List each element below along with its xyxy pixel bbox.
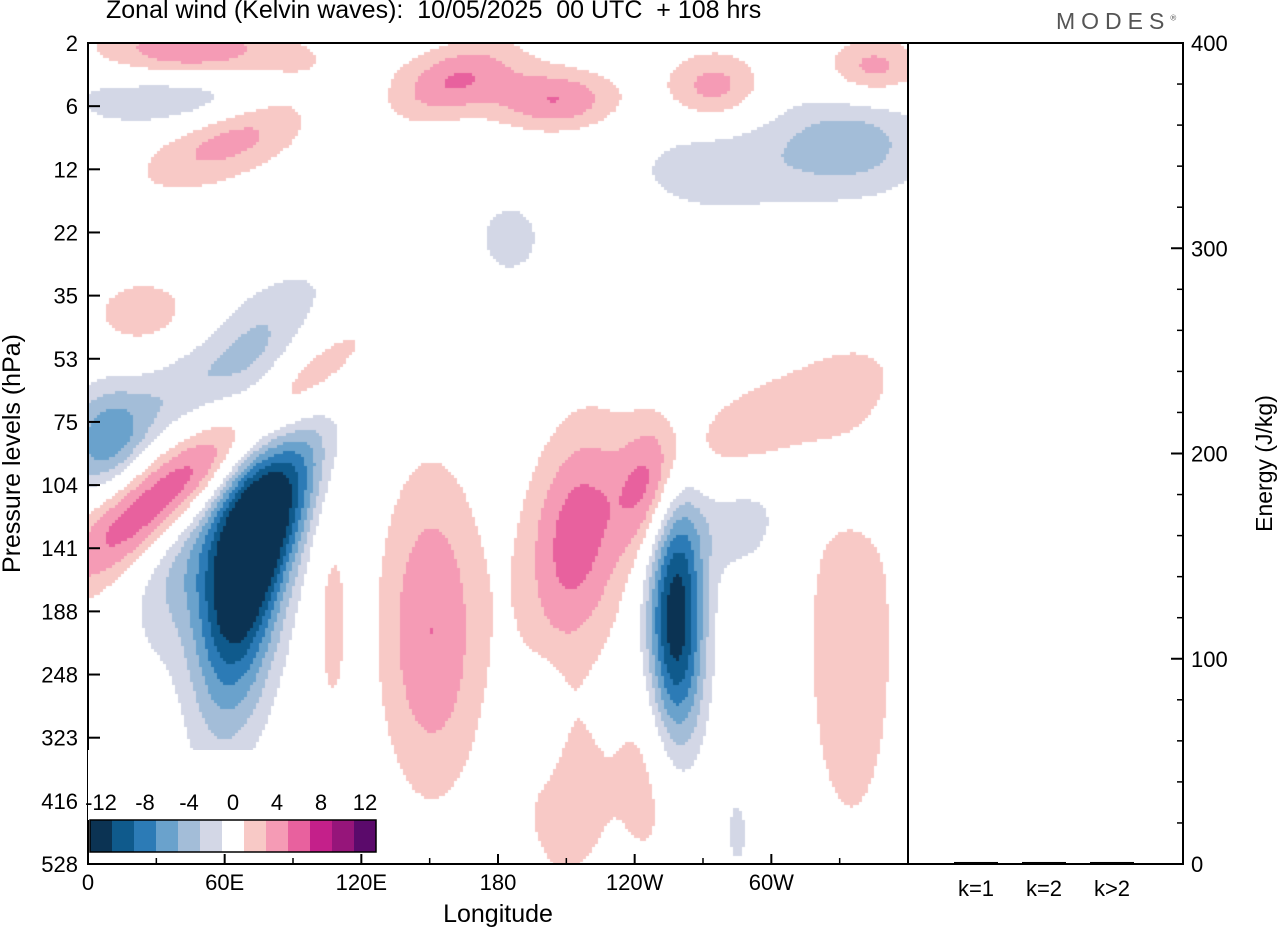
colorbar-swatch — [354, 820, 376, 852]
colorbar-swatch — [244, 820, 266, 852]
colorbar-label: 12 — [353, 790, 377, 815]
y-tick-label: 104 — [41, 473, 78, 498]
y-tick-label: 22 — [54, 220, 78, 245]
energy-category-label: k=2 — [1026, 876, 1062, 901]
y-tick-label: 35 — [54, 284, 78, 309]
x-axis: 0 60E 120E 180 120W 60W — [82, 854, 841, 895]
energy-category-label: k>2 — [1094, 876, 1130, 901]
heatmap-plot — [88, 43, 908, 864]
colorbar-swatch — [90, 820, 112, 852]
colorbar-swatch — [112, 820, 134, 852]
energy-tick-label: 100 — [1191, 647, 1228, 672]
colorbar-border — [89, 819, 377, 853]
x-tick-label: 60W — [749, 870, 794, 895]
colorbar-swatch — [178, 820, 200, 852]
energy-bar-chart: 0 100 200 300 400 k=1 k=2 k>2 — [954, 31, 1228, 901]
colorbar-label: -8 — [135, 790, 155, 815]
colorbar-swatch — [222, 820, 244, 852]
y-tick-label: 6 — [66, 94, 78, 119]
colorbar-label: -12 — [85, 790, 117, 815]
energy-bar — [1022, 861, 1066, 864]
colorbar-swatch — [332, 820, 354, 852]
x-tick-label: 0 — [82, 870, 94, 895]
energy-bar — [954, 861, 998, 864]
y-tick-label: 53 — [54, 347, 78, 372]
y-tick-label: 141 — [41, 536, 78, 561]
energy-tick-label: 300 — [1191, 236, 1228, 261]
y-tick-label: 75 — [54, 410, 78, 435]
y-tick-label: 188 — [41, 599, 78, 624]
x-tick-label: 120E — [336, 870, 387, 895]
y-tick-label: 528 — [41, 852, 78, 877]
y-tick-label: 323 — [41, 726, 78, 751]
energy-category-label: k=1 — [958, 876, 994, 901]
y-axis-label: Pressure levels (hPa) — [0, 334, 26, 573]
x-tick-label: 120W — [606, 870, 664, 895]
colorbar-swatch — [310, 820, 332, 852]
y-tick-label: 248 — [41, 663, 78, 688]
colorbar-label: 0 — [227, 790, 239, 815]
energy-tick-label: 200 — [1191, 442, 1228, 467]
colorbar-swatch — [156, 820, 178, 852]
energy-panel-frame — [907, 42, 1184, 865]
y-tick-label: 2 — [66, 31, 78, 56]
x-tick-label: 180 — [480, 870, 517, 895]
colorbar-background — [88, 750, 380, 820]
colorbar-swatch — [134, 820, 156, 852]
y-tick-label: 12 — [54, 157, 78, 182]
registered-mark: ® — [1170, 13, 1177, 23]
colorbar-swatch — [266, 820, 288, 852]
energy-axis-label: Energy (J/kg) — [1251, 395, 1277, 532]
y-axis: 2 6 12 22 35 53 75 104 141 188 248 323 416 528 — [41, 31, 100, 877]
colorbar-swatch — [200, 820, 222, 852]
energy-tick-label: 0 — [1191, 852, 1203, 877]
y-tick-label: 416 — [41, 789, 78, 814]
colorbar-swatch — [288, 820, 310, 852]
colorbar-label: 4 — [271, 790, 283, 815]
colorbar-label: 8 — [315, 790, 327, 815]
brand-logo: MODES® — [1056, 8, 1176, 35]
energy-tick-label: 400 — [1191, 31, 1228, 56]
x-axis-label: Longitude — [443, 900, 553, 928]
wind-field-shading — [88, 43, 908, 864]
colorbar: -12 -8 -4 0 4 8 12 — [85, 750, 380, 853]
brand-text: MODES — [1056, 8, 1171, 34]
chart-title: Zonal wind (Kelvin waves): 10/05/2025 00… — [106, 0, 762, 24]
energy-bar — [1090, 861, 1134, 864]
x-tick-label: 60E — [205, 870, 244, 895]
colorbar-label: -4 — [179, 790, 199, 815]
